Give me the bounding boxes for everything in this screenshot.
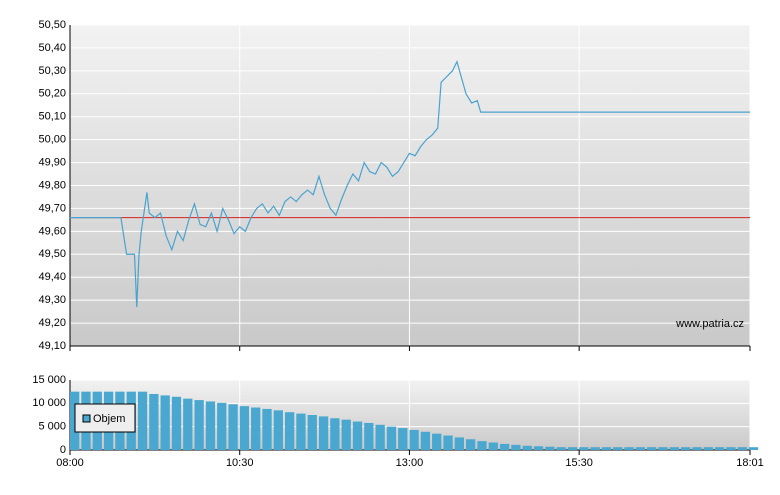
volume-bar — [330, 418, 340, 450]
volume-bar — [284, 412, 295, 450]
y-tick-label: 49,60 — [38, 225, 66, 237]
volume-bar — [590, 447, 600, 450]
volume-bar — [296, 413, 306, 450]
volume-bar — [714, 447, 725, 450]
volume-bar — [149, 394, 159, 450]
volume-bar — [624, 447, 634, 450]
volume-bar — [522, 445, 532, 450]
legend-label: Objem — [93, 413, 125, 425]
y-tick-label: 5 000 — [38, 421, 66, 433]
volume-bar — [499, 443, 510, 450]
x-tick-label: 10:30 — [226, 457, 254, 469]
volume-bar — [567, 447, 578, 450]
x-tick-label: 15:30 — [565, 457, 593, 469]
y-tick-label: 50,30 — [38, 65, 66, 77]
volume-bar — [160, 395, 170, 450]
volume-bar — [251, 407, 261, 450]
volume-bar — [443, 435, 453, 450]
volume-bar — [680, 447, 691, 450]
volume-bar — [375, 424, 385, 450]
y-tick-label: 49,20 — [38, 317, 66, 329]
volume-bar — [556, 447, 566, 450]
volume-bar — [239, 406, 250, 450]
watermark: www.patria.cz — [675, 318, 744, 330]
volume-bar — [307, 415, 317, 450]
y-tick-label: 49,30 — [38, 294, 66, 306]
price-line — [70, 60, 750, 308]
volume-bar — [137, 391, 148, 450]
volume-bar — [647, 447, 657, 450]
volume-bar — [217, 402, 227, 450]
y-tick-label: 50,40 — [38, 42, 66, 54]
legend-swatch — [82, 414, 91, 423]
volume-bar — [386, 426, 397, 450]
volume-bar — [409, 429, 419, 450]
volume-bar — [737, 447, 747, 450]
volume-bar — [171, 396, 182, 450]
volume-bar — [420, 431, 431, 450]
volume-bar — [669, 447, 679, 450]
volume-bar — [613, 447, 623, 450]
y-tick-label: 49,50 — [38, 248, 66, 260]
volume-bar — [205, 401, 216, 450]
volume-bar — [352, 421, 363, 450]
y-tick-label: 49,70 — [38, 202, 66, 214]
y-tick-label: 49,90 — [38, 156, 66, 168]
y-tick-label: 49,40 — [38, 271, 66, 283]
volume-bar — [601, 447, 612, 450]
volume-bar — [454, 437, 465, 450]
volume-bar — [341, 419, 351, 450]
x-tick-label: 08:00 — [56, 457, 84, 469]
volume-bar — [579, 447, 589, 450]
y-tick-label: 50,20 — [38, 88, 66, 100]
y-tick-label: 50,50 — [38, 19, 66, 31]
x-tick-label: 18:01 — [736, 457, 764, 469]
y-tick-label: 15 000 — [32, 374, 66, 386]
volume-bar — [545, 446, 555, 450]
y-tick-label: 49,80 — [38, 179, 66, 191]
volume-bar — [273, 410, 283, 450]
volume-bar — [432, 433, 442, 450]
volume-bar — [726, 447, 736, 450]
volume-bar — [748, 447, 759, 450]
y-tick-label: 0 — [60, 444, 66, 456]
volume-bar — [692, 447, 702, 450]
volume-bar — [364, 422, 374, 450]
y-tick-label: 49,10 — [38, 340, 66, 352]
volume-bar — [488, 442, 498, 450]
volume-bar — [533, 446, 544, 450]
volume-bar — [635, 447, 646, 450]
volume-bar — [194, 400, 204, 450]
x-tick-label: 13:00 — [396, 457, 424, 469]
volume-bar — [228, 404, 238, 450]
volume-bar — [658, 447, 668, 450]
y-tick-label: 50,00 — [38, 134, 66, 146]
y-tick-label: 10 000 — [32, 397, 66, 409]
volume-bar — [511, 444, 521, 450]
y-tick-label: 50,10 — [38, 111, 66, 123]
volume-bar — [398, 428, 408, 450]
volume-bar — [262, 408, 272, 450]
volume-bar — [477, 441, 487, 450]
volume-bar — [466, 439, 476, 450]
volume-bar — [318, 416, 329, 450]
volume-bar — [183, 398, 193, 450]
volume-bar — [703, 447, 713, 450]
